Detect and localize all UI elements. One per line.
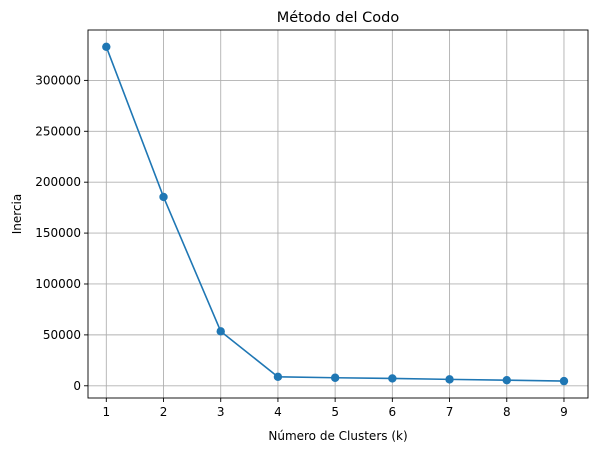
data-point [388, 374, 397, 383]
x-tick-label: 1 [102, 405, 110, 419]
data-point [330, 373, 340, 382]
data-point [216, 327, 225, 336]
x-axis-label: Número de Clusters (k) [268, 429, 407, 443]
y-tick-label: 250000 [35, 124, 81, 138]
x-tick-label: 5 [331, 405, 339, 419]
ticks: 1 2 3 4 5 6 7 8 9 0 50000 100000 150000 200000 250000 3… [35, 73, 568, 419]
y-tick-label: 200000 [35, 175, 81, 189]
grid [88, 30, 588, 398]
x-tick-label: 4 [274, 405, 282, 419]
x-tick-label: 6 [389, 405, 397, 419]
y-tick-label: 0 [73, 379, 81, 393]
data-point [559, 376, 569, 386]
y-axis-label: Inercia [10, 194, 24, 234]
plot-frame [87, 29, 589, 399]
data-point [102, 42, 111, 51]
series-layer [102, 42, 569, 386]
chart-title: Método del Codo [277, 10, 400, 26]
data-point [159, 192, 168, 202]
data-point [502, 375, 511, 385]
y-tick-label: 300000 [35, 73, 81, 87]
x-tick-label: 9 [560, 405, 568, 419]
y-tick-label: 50000 [43, 328, 81, 342]
data-point [445, 375, 454, 384]
x-tick-label: 8 [503, 405, 511, 419]
x-tick-label: 2 [160, 405, 168, 419]
x-tick-label: 7 [446, 405, 454, 419]
data-point [273, 372, 283, 382]
y-tick-label: 150000 [35, 226, 81, 240]
x-tick-label: 3 [217, 405, 225, 419]
y-tick-label: 100000 [35, 277, 81, 291]
